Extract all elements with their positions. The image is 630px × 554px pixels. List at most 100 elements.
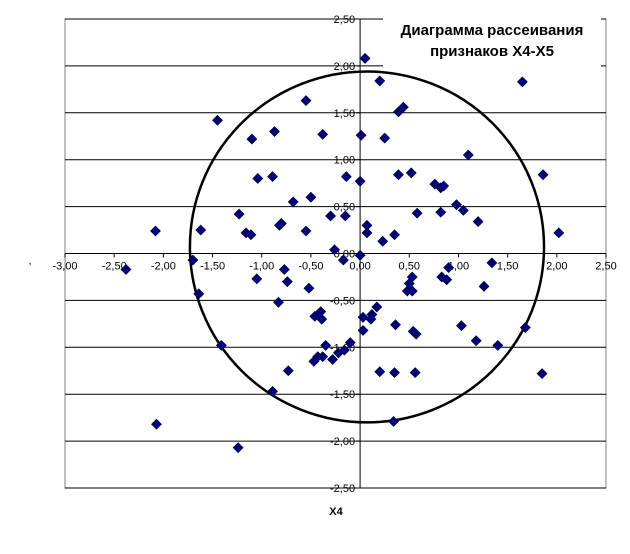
data-point <box>340 171 352 183</box>
data-point <box>393 169 404 181</box>
title-background <box>383 15 601 67</box>
data-point <box>212 114 223 126</box>
data-point <box>267 385 278 397</box>
data-point <box>393 106 404 118</box>
data-point <box>267 171 278 183</box>
data-point <box>232 442 244 454</box>
y-tick-label: 0,00 <box>334 249 355 261</box>
data-point <box>435 206 447 218</box>
data-point <box>300 95 312 107</box>
data-point <box>411 207 423 219</box>
x-tick-label: 0,50 <box>399 261 420 273</box>
data-point <box>389 229 400 241</box>
data-point <box>150 225 161 237</box>
y-tick-label: -2,50 <box>330 483 355 495</box>
data-point <box>300 225 312 237</box>
data-point <box>537 169 549 181</box>
data-point <box>472 216 484 228</box>
data-point <box>309 310 321 322</box>
data-point <box>355 129 367 141</box>
data-point <box>388 415 399 427</box>
x-axis-label: X4 <box>329 506 343 518</box>
data-point <box>333 347 344 359</box>
data-point <box>357 324 369 336</box>
data-point <box>441 274 453 286</box>
data-point <box>339 210 351 222</box>
data-point <box>359 52 371 64</box>
data-point <box>536 368 548 379</box>
data-point <box>516 76 528 88</box>
data-point <box>233 208 245 220</box>
y-tick-label: -2,00 <box>330 436 355 448</box>
data-point <box>269 126 280 137</box>
data-point <box>357 311 369 323</box>
x-tick-label: 2,50 <box>595 261 616 273</box>
data-point <box>325 210 337 222</box>
data-point <box>438 180 450 192</box>
data-point <box>354 175 366 187</box>
data-point <box>274 219 285 231</box>
data-point <box>486 257 498 269</box>
data-point <box>406 285 418 297</box>
data-point <box>320 339 332 351</box>
data-point <box>377 235 389 247</box>
data-point <box>305 191 317 203</box>
y-tick-label: 1,00 <box>334 155 355 167</box>
y-tick-label: 1,50 <box>334 108 355 120</box>
x-tick-label: -2,00 <box>151 261 176 273</box>
chart-title-line-2: признаков X4-X5 <box>430 43 554 60</box>
x-tick-label: -3,00 <box>52 261 77 273</box>
data-point <box>187 254 199 266</box>
data-point <box>193 288 205 300</box>
data-point <box>246 133 258 145</box>
y-tick-label: 2,00 <box>334 61 355 73</box>
y-axis-label: , <box>28 255 31 267</box>
data-point <box>371 301 383 313</box>
data-point <box>410 328 422 340</box>
data-point <box>308 355 320 367</box>
data-point <box>329 244 340 256</box>
x-tick-labels: -3,00 -2,50 -2,00 -1,50 -1,00 -0,50 0,00 0,50 1,… <box>52 253 617 273</box>
data-point <box>317 128 329 140</box>
data-point <box>451 199 462 211</box>
data-point <box>278 264 290 275</box>
data-point <box>282 365 294 377</box>
x-tick-label: 1,00 <box>448 261 469 273</box>
data-point <box>470 335 482 347</box>
x-tick-label: 1,50 <box>497 261 518 273</box>
data-point <box>252 173 264 184</box>
y-tick-label: -1,50 <box>330 389 355 401</box>
y-tick-label: -0,50 <box>330 295 355 307</box>
y-tick-label: 2,50 <box>334 14 355 26</box>
data-point <box>120 264 132 275</box>
boundary-circle <box>188 70 546 424</box>
data-point <box>354 249 366 261</box>
data-points <box>120 52 565 454</box>
chart-title-line-1: Диаграмма рассеивания <box>401 22 584 39</box>
data-point <box>245 229 257 241</box>
data-point <box>379 132 391 144</box>
x-tick-label: -1,00 <box>249 261 274 273</box>
data-point <box>337 254 349 266</box>
data-point <box>443 262 455 273</box>
data-point <box>462 149 474 161</box>
data-point <box>287 196 299 208</box>
data-point <box>374 75 386 87</box>
data-point <box>405 167 417 179</box>
data-point <box>436 271 448 283</box>
y-tick-label: 0,50 <box>334 202 355 214</box>
data-point <box>344 337 356 349</box>
data-point <box>553 227 565 239</box>
data-point <box>361 227 373 239</box>
data-point <box>195 224 207 236</box>
data-point <box>303 282 315 294</box>
data-point <box>455 320 467 332</box>
data-point <box>327 354 338 365</box>
data-point <box>316 313 328 325</box>
data-point <box>390 319 401 331</box>
data-point <box>457 204 469 216</box>
data-point <box>151 418 162 430</box>
x-tick-label: -0,50 <box>298 261 323 273</box>
data-point <box>374 366 386 378</box>
data-point <box>492 339 504 351</box>
